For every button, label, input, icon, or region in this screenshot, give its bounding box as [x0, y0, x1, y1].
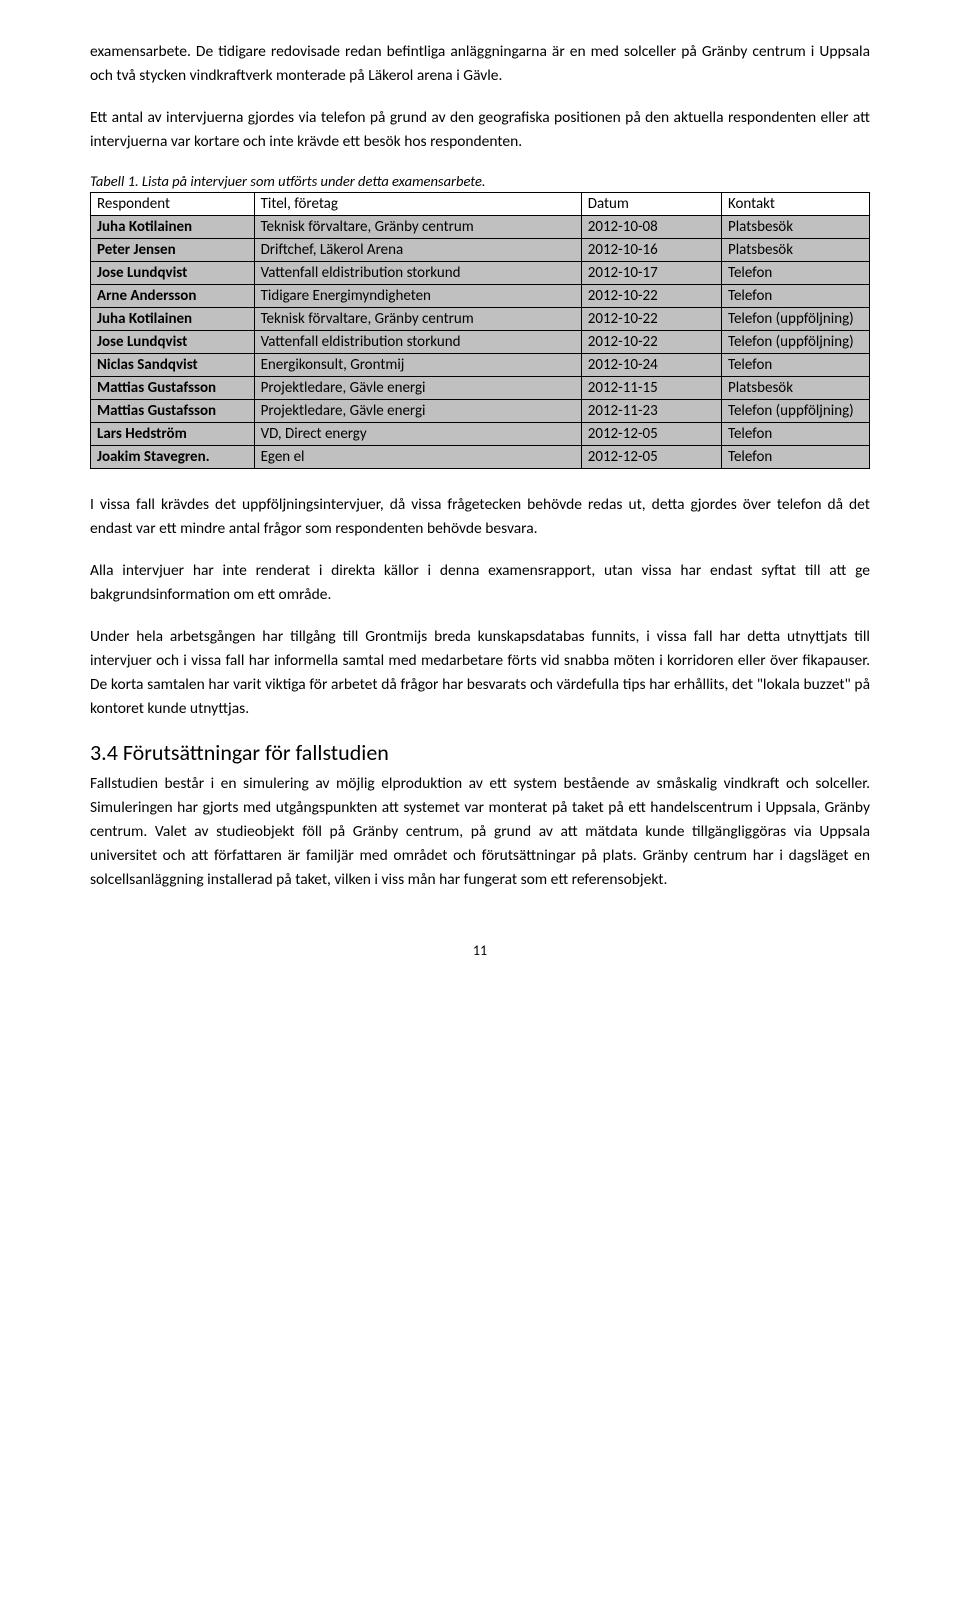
th-titel: Titel, företag [254, 193, 581, 216]
paragraph-5: Under hela arbetsgången har tillgång til… [90, 625, 870, 721]
cell-respondent: Lars Hedström [91, 423, 255, 446]
cell-datum: 2012-12-05 [581, 446, 721, 469]
paragraph-1: examensarbete. De tidigare redovisade re… [90, 40, 870, 88]
table-header-row: Respondent Titel, företag Datum Kontakt [91, 193, 870, 216]
cell-datum: 2012-11-23 [581, 400, 721, 423]
cell-datum: 2012-10-22 [581, 308, 721, 331]
cell-titel: Projektledare, Gävle energi [254, 400, 581, 423]
cell-datum: 2012-10-17 [581, 262, 721, 285]
paragraph-2: Ett antal av intervjuerna gjordes via te… [90, 106, 870, 154]
cell-titel: Energikonsult, Grontmij [254, 354, 581, 377]
cell-titel: Teknisk förvaltare, Gränby centrum [254, 308, 581, 331]
section-heading-3-4: 3.4 Förutsättningar för fallstudien [90, 739, 870, 766]
cell-respondent: Mattias Gustafsson [91, 377, 255, 400]
table-row: Lars Hedström VD, Direct energy 2012-12-… [91, 423, 870, 446]
table-row: Mattias Gustafsson Projektledare, Gävle … [91, 400, 870, 423]
cell-kontakt: Telefon (uppföljning) [721, 400, 869, 423]
cell-datum: 2012-12-05 [581, 423, 721, 446]
table-row: Juha Kotilainen Teknisk förvaltare, Grän… [91, 216, 870, 239]
paragraph-4: Alla intervjuer har inte renderat i dire… [90, 559, 870, 607]
table-caption: Tabell 1. Lista på intervjuer som utfört… [90, 172, 870, 190]
cell-kontakt: Telefon (uppföljning) [721, 331, 869, 354]
cell-respondent: Mattias Gustafsson [91, 400, 255, 423]
th-kontakt: Kontakt [721, 193, 869, 216]
cell-respondent: Joakim Stavegren. [91, 446, 255, 469]
cell-kontakt: Telefon [721, 354, 869, 377]
th-datum: Datum [581, 193, 721, 216]
cell-titel: Tidigare Energimyndigheten [254, 285, 581, 308]
cell-titel: Driftchef, Läkerol Arena [254, 239, 581, 262]
cell-titel: Vattenfall eldistribution storkund [254, 331, 581, 354]
cell-respondent: Arne Andersson [91, 285, 255, 308]
th-respondent: Respondent [91, 193, 255, 216]
cell-kontakt: Telefon [721, 285, 869, 308]
table-row: Jose Lundqvist Vattenfall eldistribution… [91, 331, 870, 354]
cell-titel: Teknisk förvaltare, Gränby centrum [254, 216, 581, 239]
cell-respondent: Jose Lundqvist [91, 262, 255, 285]
cell-kontakt: Telefon [721, 446, 869, 469]
cell-datum: 2012-11-15 [581, 377, 721, 400]
cell-kontakt: Platsbesök [721, 377, 869, 400]
cell-kontakt: Platsbesök [721, 239, 869, 262]
cell-datum: 2012-10-16 [581, 239, 721, 262]
cell-respondent: Juha Kotilainen [91, 308, 255, 331]
cell-respondent: Peter Jensen [91, 239, 255, 262]
table-row: Juha Kotilainen Teknisk förvaltare, Grän… [91, 308, 870, 331]
table-row: Mattias Gustafsson Projektledare, Gävle … [91, 377, 870, 400]
page-number: 11 [90, 942, 870, 959]
cell-datum: 2012-10-24 [581, 354, 721, 377]
paragraph-6: Fallstudien består i en simulering av mö… [90, 772, 870, 892]
table-row: Niclas Sandqvist Energikonsult, Grontmij… [91, 354, 870, 377]
paragraph-3: I vissa fall krävdes det uppföljningsint… [90, 493, 870, 541]
cell-datum: 2012-10-22 [581, 285, 721, 308]
cell-titel: Vattenfall eldistribution storkund [254, 262, 581, 285]
cell-kontakt: Platsbesök [721, 216, 869, 239]
table-row: Joakim Stavegren. Egen el 2012-12-05 Tel… [91, 446, 870, 469]
cell-kontakt: Telefon [721, 262, 869, 285]
cell-kontakt: Telefon [721, 423, 869, 446]
cell-respondent: Jose Lundqvist [91, 331, 255, 354]
table-row: Jose Lundqvist Vattenfall eldistribution… [91, 262, 870, 285]
cell-titel: Projektledare, Gävle energi [254, 377, 581, 400]
cell-respondent: Niclas Sandqvist [91, 354, 255, 377]
cell-kontakt: Telefon (uppföljning) [721, 308, 869, 331]
cell-titel: VD, Direct energy [254, 423, 581, 446]
cell-titel: Egen el [254, 446, 581, 469]
cell-datum: 2012-10-08 [581, 216, 721, 239]
page-container: examensarbete. De tidigare redovisade re… [0, 0, 960, 1600]
table-row: Arne Andersson Tidigare Energimyndighete… [91, 285, 870, 308]
cell-datum: 2012-10-22 [581, 331, 721, 354]
table-row: Peter Jensen Driftchef, Läkerol Arena 20… [91, 239, 870, 262]
table-body: Juha Kotilainen Teknisk förvaltare, Grän… [91, 216, 870, 469]
cell-respondent: Juha Kotilainen [91, 216, 255, 239]
interview-table: Respondent Titel, företag Datum Kontakt … [90, 192, 870, 469]
